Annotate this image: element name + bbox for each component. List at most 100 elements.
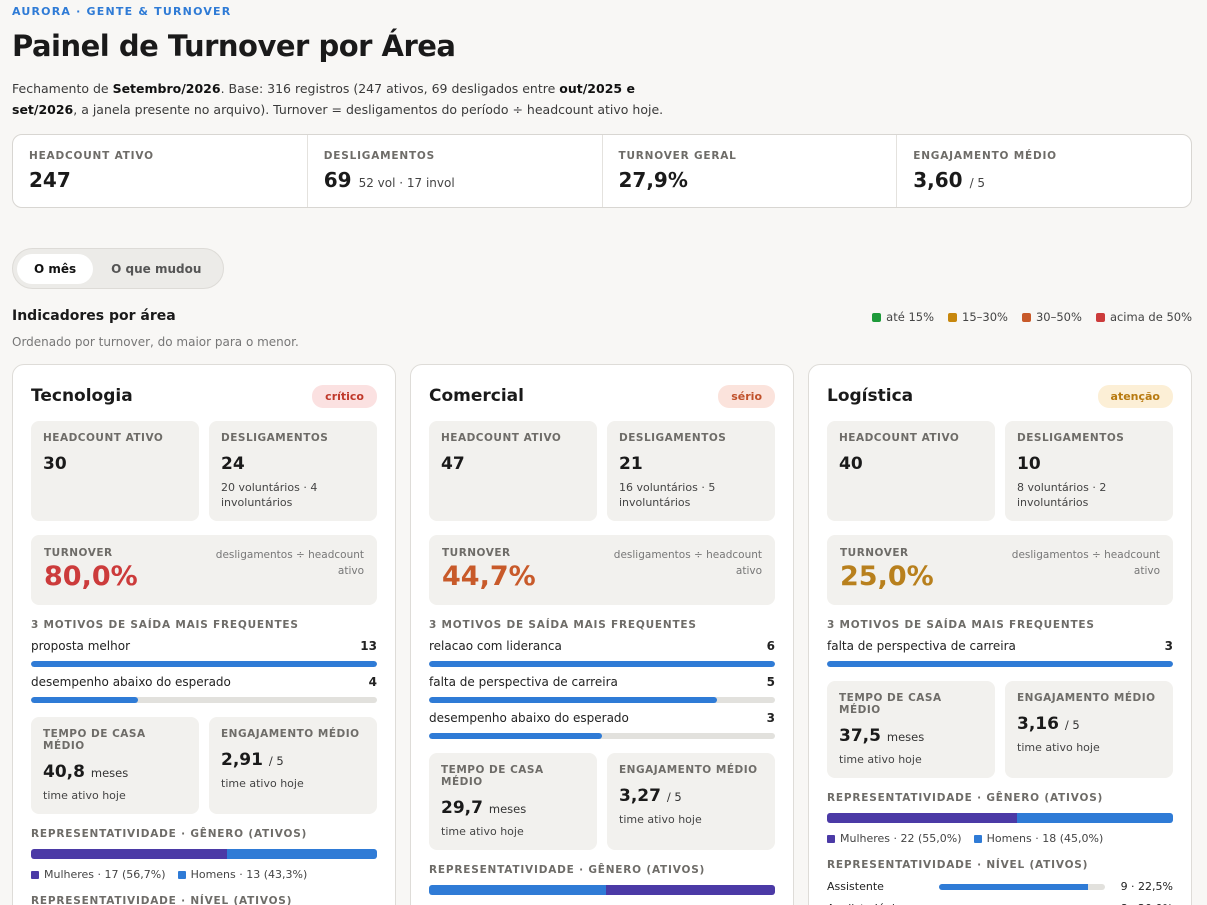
card-header: Tecnologia crítico [31, 383, 377, 409]
turnover-value: 80,0% [44, 561, 138, 592]
legend-label: 30–50% [1035, 310, 1082, 324]
status-badge: atenção [1097, 384, 1173, 408]
page-subtitle: Fechamento de Setembro/2026. Base: 316 r… [12, 81, 664, 117]
box-label: TEMPO DE CASA MÉDIO [43, 728, 146, 752]
headcount-value: 47 [441, 454, 465, 474]
motive-count: 5 [766, 675, 775, 689]
engagement-number: 2,91 [221, 750, 263, 770]
level-value: 8 · 20,0% [1105, 902, 1173, 905]
gender-label: REPRESENTATIVIDADE · GÊNERO (ATIVOS) [827, 792, 1104, 804]
kpi-value: 69 52 vol · 17 invol [323, 168, 455, 192]
motive-row: proposta melhor 13 [31, 639, 377, 653]
tenure-number: 29,7 [441, 798, 483, 818]
motive-count: 6 [766, 639, 775, 653]
motive-count: 3 [1164, 639, 1173, 653]
motive-label: desempenho abaixo do esperado [31, 675, 231, 689]
engagement-box: ENGAJAMENTO MÉDIO 2,91 / 5 time ativo hoje [209, 717, 377, 814]
gender-label: REPRESENTATIVIDADE · GÊNERO (ATIVOS) [31, 828, 308, 840]
area-card: Comercial sério HEADCOUNT ATIVO 47 DESLIGAME… [410, 364, 794, 905]
tenure-value: 29,7 meses [441, 798, 585, 818]
box-label: DESLIGAMENTOS [221, 432, 329, 444]
tenure-number: 37,5 [839, 726, 881, 746]
gender-bar [827, 813, 1173, 823]
engagement-box: ENGAJAMENTO MÉDIO 3,16 / 5 time ativo hoje [1005, 681, 1173, 778]
gender-legend: Mulheres · 22 (55,0%) Homens · 18 (45,0%) [827, 832, 1173, 845]
motive-label: falta de perspectiva de carreira [429, 675, 618, 689]
gender-bar-segment [227, 849, 377, 859]
gender-swatch-icon [827, 834, 835, 843]
motive-bar-fill [31, 661, 377, 667]
gender-legend-item: Mulheres · 17 (56,7%) [31, 868, 166, 881]
motive-item: falta de perspectiva de carreira 5 [429, 675, 775, 703]
box-label: TEMPO DE CASA MÉDIO [441, 764, 544, 788]
kpi-label: ENGAJAMENTO MÉDIO [913, 150, 1057, 162]
area-averages: TEMPO DE CASA MÉDIO 29,7 meses time ativo … [429, 753, 775, 850]
level-label: REPRESENTATIVIDADE · NÍVEL (ATIVOS) [827, 859, 1089, 871]
motive-bar [429, 661, 775, 667]
section-title: Indicadores por área [12, 308, 176, 324]
desligamentos-value: 24 [221, 454, 245, 474]
headcount-box: HEADCOUNT ATIVO 47 [429, 421, 597, 521]
motive-count: 13 [360, 639, 377, 653]
area-counts: HEADCOUNT ATIVO 40 DESLIGAMENTOS 10 8 volunt… [827, 421, 1173, 521]
level-name: Analista Júnior [827, 902, 939, 905]
legend-item: acima de 50% [1095, 310, 1192, 324]
legend-swatch-icon [872, 312, 882, 322]
area-card: Logística atenção HEADCOUNT ATIVO 40 DESLIGA… [808, 364, 1192, 905]
gender-bar-segment [827, 813, 1018, 823]
motive-item: desempenho abaixo do esperado 3 [429, 711, 775, 739]
tenure-note: time ativo hoje [441, 825, 524, 838]
tab-o-que-mudou[interactable]: O que mudou [111, 261, 202, 276]
area-averages: TEMPO DE CASA MÉDIO 37,5 meses time ativo … [827, 681, 1173, 778]
engagement-note: time ativo hoje [619, 813, 702, 826]
card-header: Comercial sério [429, 383, 775, 409]
legend-label: até 15% [886, 310, 935, 324]
motive-bar [429, 697, 775, 703]
tab-o-mes[interactable]: O mês [17, 253, 94, 284]
tenure-value: 40,8 meses [43, 762, 187, 782]
desligamentos-box: DESLIGAMENTOS 10 8 voluntários · 2 involun… [1005, 421, 1173, 521]
kpi-label: HEADCOUNT ATIVO [29, 150, 154, 162]
box-label: DESLIGAMENTOS [619, 432, 727, 444]
area-counts: HEADCOUNT ATIVO 30 DESLIGAMENTOS 24 20 volun… [31, 421, 377, 521]
area-counts: HEADCOUNT ATIVO 47 DESLIGAMENTOS 21 16 volun… [429, 421, 775, 521]
motive-label: falta de perspectiva de carreira [827, 639, 1016, 653]
motive-row: relacao com lideranca 6 [429, 639, 775, 653]
gender-swatch-icon [973, 834, 982, 843]
turnover-box: TURNOVER 80,0% desligamentos ÷ headcount a… [31, 535, 377, 605]
tenure-note: time ativo hoje [43, 789, 126, 802]
desligamentos-box: DESLIGAMENTOS 21 16 voluntários · 5 involu… [607, 421, 775, 521]
tenure-value: 37,5 meses [839, 726, 983, 746]
view-tabs: O mês O que mudou [12, 248, 225, 289]
kpi-turnover: TURNOVER GERAL 27,9% [603, 135, 898, 207]
gender-bar-segment [429, 885, 606, 895]
kpi-strip: HEADCOUNT ATIVO 247 DESLIGAMENTOS 69 52 … [12, 134, 1192, 208]
headcount-value: 30 [43, 454, 67, 474]
motive-bar-fill [827, 661, 1173, 667]
area-averages: TEMPO DE CASA MÉDIO 40,8 meses time ativo … [31, 717, 377, 814]
kpi-value: 3,60 / 5 [913, 168, 986, 192]
box-label: ENGAJAMENTO MÉDIO [221, 728, 360, 740]
turnover-value: 44,7% [442, 561, 536, 592]
page-title: Painel de Turnover por Área [12, 29, 456, 63]
gender-legend-label: Homens · 13 (43,3%) [190, 868, 308, 881]
motives-label: 3 MOTIVOS DE SAÍDA MAIS FREQUENTES [31, 619, 299, 631]
tenure-unit: meses [488, 802, 527, 816]
engagement-number: 3,16 [1017, 714, 1059, 734]
gender-swatch-icon [177, 870, 186, 879]
turnover-legend: até 15% 15–30% 30–50% acima de 50% [872, 310, 1192, 324]
turnover-value: 25,0% [840, 561, 934, 592]
box-label: ENGAJAMENTO MÉDIO [1017, 692, 1156, 704]
kpi-value: 27,9% [618, 168, 688, 192]
tenure-number: 40,8 [43, 762, 85, 782]
motive-bar [31, 661, 377, 667]
engagement-note: time ativo hoje [221, 777, 304, 790]
desligamentos-value: 21 [619, 454, 643, 474]
turnover-label: TURNOVER [44, 547, 113, 559]
box-label: ENGAJAMENTO MÉDIO [619, 764, 758, 776]
kpi-engajamento: ENGAJAMENTO MÉDIO 3,60 / 5 [897, 135, 1191, 207]
motive-row: falta de perspectiva de carreira 5 [429, 675, 775, 689]
motive-label: relacao com lideranca [429, 639, 562, 653]
card-header: Logística atenção [827, 383, 1173, 409]
area-name: Logística [827, 386, 914, 406]
